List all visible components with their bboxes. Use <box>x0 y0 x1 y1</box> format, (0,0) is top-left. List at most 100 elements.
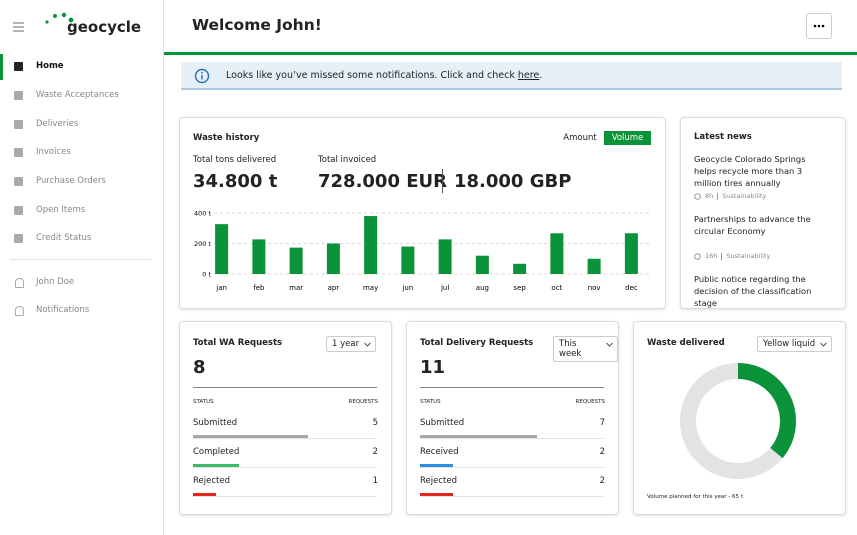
status-label: Submitted <box>420 418 465 428</box>
waste-history-card: Waste history Amount Volume Total tons d… <box>179 117 666 309</box>
news-time: 16h <box>705 252 718 260</box>
status-label: Rejected <box>420 476 457 486</box>
requests-card: Total WA Requests 1 year 8 STATUS REQUESTS Su… <box>179 321 392 515</box>
active-indicator <box>0 54 3 80</box>
more-button[interactable] <box>806 13 832 39</box>
kpi-divider <box>442 169 443 193</box>
status-label: Received <box>420 447 459 457</box>
notification-banner: Looks like you’ve missed some notificati… <box>181 62 842 90</box>
nav-icon <box>14 148 23 157</box>
row-divider <box>193 467 377 468</box>
row-divider <box>193 496 377 497</box>
chevron <box>820 342 827 347</box>
news-card: Latest news Geocycle Colorado Springs he… <box>680 117 846 309</box>
sidebar: geocycle Home Waste Acceptances Deliveries… <box>0 0 164 535</box>
chevron <box>364 342 371 347</box>
toggle-option-active[interactable]: Volume <box>604 131 651 145</box>
nav-item[interactable]: Invoices <box>36 147 71 157</box>
nav-item[interactable]: Notifications <box>36 305 90 315</box>
user-icon <box>15 278 24 288</box>
card-title: Latest news <box>694 132 752 142</box>
total-value: 8 <box>193 357 206 378</box>
status-count: 5 <box>372 418 378 428</box>
news-title[interactable]: Geocycle Colorado Springs helps recycle … <box>694 154 806 188</box>
kpi-label: Total tons delivered <box>193 155 277 165</box>
nav-item[interactable]: Open Items <box>36 205 86 215</box>
nav-item[interactable]: Credit Status <box>36 233 92 243</box>
filter-select[interactable]: This week <box>553 336 618 362</box>
logo-dots <box>45 12 74 24</box>
status-count: 2 <box>372 447 378 457</box>
requests-card: Total Delivery Requests This week 11 STATUS… <box>406 321 619 515</box>
divider <box>193 387 377 388</box>
column-header: REQUESTS <box>575 399 605 405</box>
user-icon <box>15 306 24 316</box>
kpi-value: 728.000 EUR <box>318 171 448 192</box>
filter-select[interactable]: 1 year <box>326 336 377 352</box>
nav-item[interactable]: Purchase Orders <box>36 176 106 186</box>
banner-link[interactable]: here <box>517 70 540 81</box>
column-header: STATUS <box>193 399 214 405</box>
banner-message: Looks like you’ve missed some notificati… <box>226 70 518 81</box>
toggle: Amount Volume <box>558 131 651 145</box>
kpi-value: 34.800 t <box>193 171 278 192</box>
divider <box>10 259 151 260</box>
news-title[interactable]: Partnerships to advance the circular Eco… <box>694 214 811 236</box>
logo: geocycle <box>67 18 142 36</box>
waste-delivered-card: Waste delivered Yellow liquid Volume pla… <box>633 321 846 515</box>
toggle-option[interactable]: Amount <box>563 133 597 143</box>
nav-icon <box>14 234 23 243</box>
status-label: Submitted <box>193 418 238 428</box>
progress-bar <box>193 464 239 467</box>
info-icon <box>194 68 210 84</box>
nav-icon <box>14 120 23 129</box>
card-title: Waste history <box>193 133 260 143</box>
column-header: REQUESTS <box>348 399 378 405</box>
row-divider <box>420 467 604 468</box>
filter-value: 1 year <box>332 339 360 349</box>
nav-item[interactable]: Waste Acceptances <box>36 90 119 100</box>
nav-item[interactable]: Home <box>36 61 64 71</box>
row-divider <box>420 438 604 439</box>
nav-item[interactable]: Deliveries <box>36 119 79 129</box>
separator <box>721 252 723 260</box>
progress-bar <box>193 435 308 438</box>
clock-icon <box>694 192 701 200</box>
filter-value: Yellow liquid <box>763 339 816 349</box>
menu-icon[interactable] <box>13 22 25 32</box>
status-label: Rejected <box>193 476 230 486</box>
column-header: STATUS <box>420 399 441 405</box>
news-title[interactable]: Public notice regarding the decision of … <box>694 274 812 308</box>
status-count: 1 <box>372 476 378 486</box>
page-title: Welcome John! <box>192 16 322 34</box>
status-count: 2 <box>599 476 605 486</box>
progress-bar <box>420 435 538 438</box>
row-divider <box>420 496 604 497</box>
banner-end: . <box>539 70 543 81</box>
status-count: 7 <box>599 418 605 428</box>
row-divider <box>193 438 377 439</box>
nav-icon <box>14 62 23 71</box>
status-count: 2 <box>599 447 605 457</box>
news-meta: 16h Sustainability <box>694 252 770 260</box>
news-time: 8h <box>705 192 714 200</box>
card-title: Total Delivery Requests <box>420 338 534 348</box>
separator <box>717 192 719 200</box>
more-icon <box>813 24 825 28</box>
news-tag: Sustainability <box>722 192 767 200</box>
kpi-label: Total invoiced <box>318 155 377 165</box>
total-value: 11 <box>420 357 446 378</box>
news-tag: Sustainability <box>726 252 771 260</box>
card-title: Waste delivered <box>647 338 725 348</box>
nav-item[interactable]: John Doe <box>36 277 75 287</box>
note: Volume planned for this year - 65 t <box>647 494 743 500</box>
banner-text: Looks like you’ve missed some notificati… <box>226 70 542 81</box>
filter-value: This week <box>559 339 582 359</box>
card-title: Total WA Requests <box>193 338 283 348</box>
clock-icon <box>694 252 701 260</box>
divider <box>420 387 604 388</box>
progress-bar <box>420 493 454 496</box>
kpi-value: 18.000 GBP <box>454 171 572 192</box>
filter-select[interactable]: Yellow liquid <box>757 336 833 352</box>
